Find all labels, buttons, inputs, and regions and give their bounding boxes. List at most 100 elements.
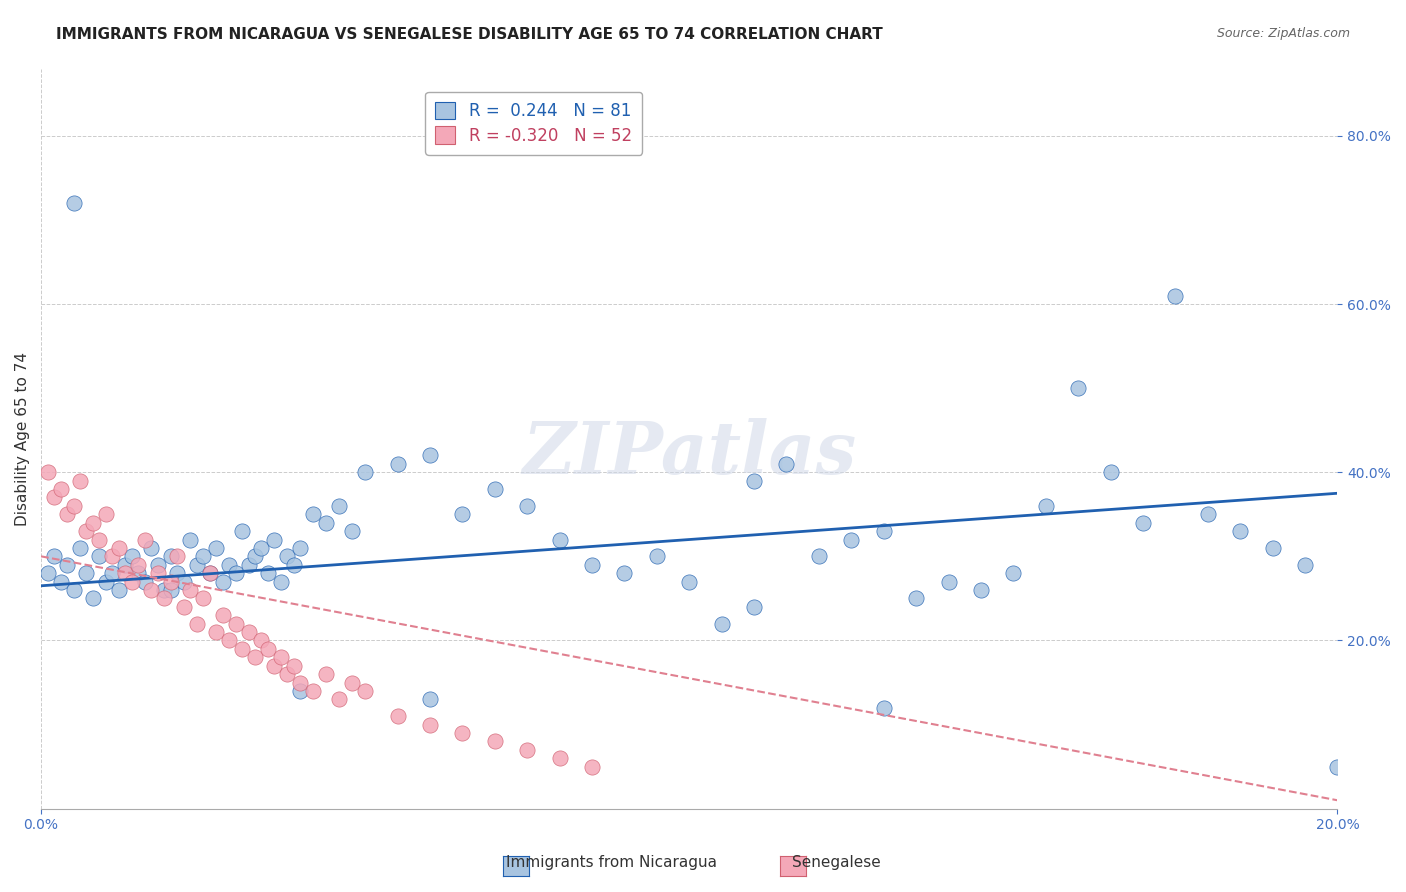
Point <box>302 508 325 522</box>
Point <box>451 508 474 522</box>
Point <box>69 474 91 488</box>
Point <box>302 684 325 698</box>
Point <box>354 465 377 479</box>
Text: Source: ZipAtlas.com: Source: ZipAtlas.com <box>1216 27 1350 40</box>
Point <box>315 516 337 530</box>
Point <box>775 457 797 471</box>
Point <box>387 709 409 723</box>
Text: IMMIGRANTS FROM NICARAGUA VS SENEGALESE DISABILITY AGE 65 TO 74 CORRELATION CHAR: IMMIGRANTS FROM NICARAGUA VS SENEGALESE … <box>56 27 883 42</box>
Point <box>134 533 156 547</box>
Point <box>484 482 506 496</box>
Point <box>225 616 247 631</box>
Point <box>243 650 266 665</box>
Point <box>198 566 221 581</box>
Point <box>62 499 84 513</box>
Point <box>328 499 350 513</box>
Point <box>1132 516 1154 530</box>
Point <box>905 591 928 606</box>
Point <box>1002 566 1025 581</box>
Point <box>839 533 862 547</box>
Point <box>257 566 280 581</box>
Point <box>225 566 247 581</box>
Point <box>108 582 131 597</box>
Point <box>1197 508 1219 522</box>
Point <box>1035 499 1057 513</box>
Point <box>146 566 169 581</box>
Point <box>970 582 993 597</box>
Point <box>49 574 72 589</box>
Point <box>742 474 765 488</box>
Point <box>179 582 201 597</box>
Point <box>710 616 733 631</box>
Point <box>283 558 305 572</box>
Point <box>173 599 195 614</box>
Point <box>263 658 285 673</box>
Point <box>159 549 181 564</box>
Point <box>94 508 117 522</box>
Point <box>1261 541 1284 555</box>
Point <box>62 196 84 211</box>
Point <box>270 574 292 589</box>
Point <box>121 549 143 564</box>
Point <box>581 759 603 773</box>
Point <box>173 574 195 589</box>
Point <box>191 549 214 564</box>
Point <box>250 633 273 648</box>
Point <box>387 457 409 471</box>
Point <box>101 549 124 564</box>
Text: Immigrants from Nicaragua: Immigrants from Nicaragua <box>506 855 717 870</box>
Point <box>290 675 312 690</box>
Legend: R =  0.244   N = 81, R = -0.320   N = 52: R = 0.244 N = 81, R = -0.320 N = 52 <box>426 92 643 154</box>
Point <box>56 558 79 572</box>
Point <box>1164 288 1187 302</box>
Point <box>146 558 169 572</box>
Point <box>89 549 111 564</box>
Point <box>342 524 364 538</box>
Point <box>141 541 163 555</box>
Point <box>62 582 84 597</box>
Point <box>548 533 571 547</box>
Point <box>82 516 104 530</box>
Point <box>42 491 65 505</box>
Point <box>186 616 208 631</box>
Point <box>484 734 506 748</box>
Text: ZIPatlas: ZIPatlas <box>522 418 856 489</box>
Point <box>89 533 111 547</box>
Point <box>198 566 221 581</box>
Y-axis label: Disability Age 65 to 74: Disability Age 65 to 74 <box>15 351 30 525</box>
Point <box>37 465 59 479</box>
Point <box>419 449 441 463</box>
Point <box>56 508 79 522</box>
Point <box>1326 759 1348 773</box>
Point <box>742 599 765 614</box>
Point <box>76 566 98 581</box>
Point <box>231 641 253 656</box>
Point <box>283 658 305 673</box>
Point <box>114 558 136 572</box>
Point <box>101 566 124 581</box>
Point <box>419 692 441 706</box>
Point <box>153 591 176 606</box>
Point <box>645 549 668 564</box>
Point <box>807 549 830 564</box>
Point <box>94 574 117 589</box>
Point <box>108 541 131 555</box>
Point <box>1229 524 1251 538</box>
Point <box>166 566 188 581</box>
Point <box>211 608 233 623</box>
Point <box>153 582 176 597</box>
Point <box>250 541 273 555</box>
Point <box>127 566 149 581</box>
Point <box>613 566 636 581</box>
Point <box>243 549 266 564</box>
Point <box>1067 381 1090 395</box>
Point <box>315 667 337 681</box>
Point <box>354 684 377 698</box>
Point <box>205 541 228 555</box>
Point <box>69 541 91 555</box>
Point <box>191 591 214 606</box>
Point <box>548 751 571 765</box>
Point <box>276 549 298 564</box>
Point <box>238 625 260 640</box>
Point <box>218 633 240 648</box>
